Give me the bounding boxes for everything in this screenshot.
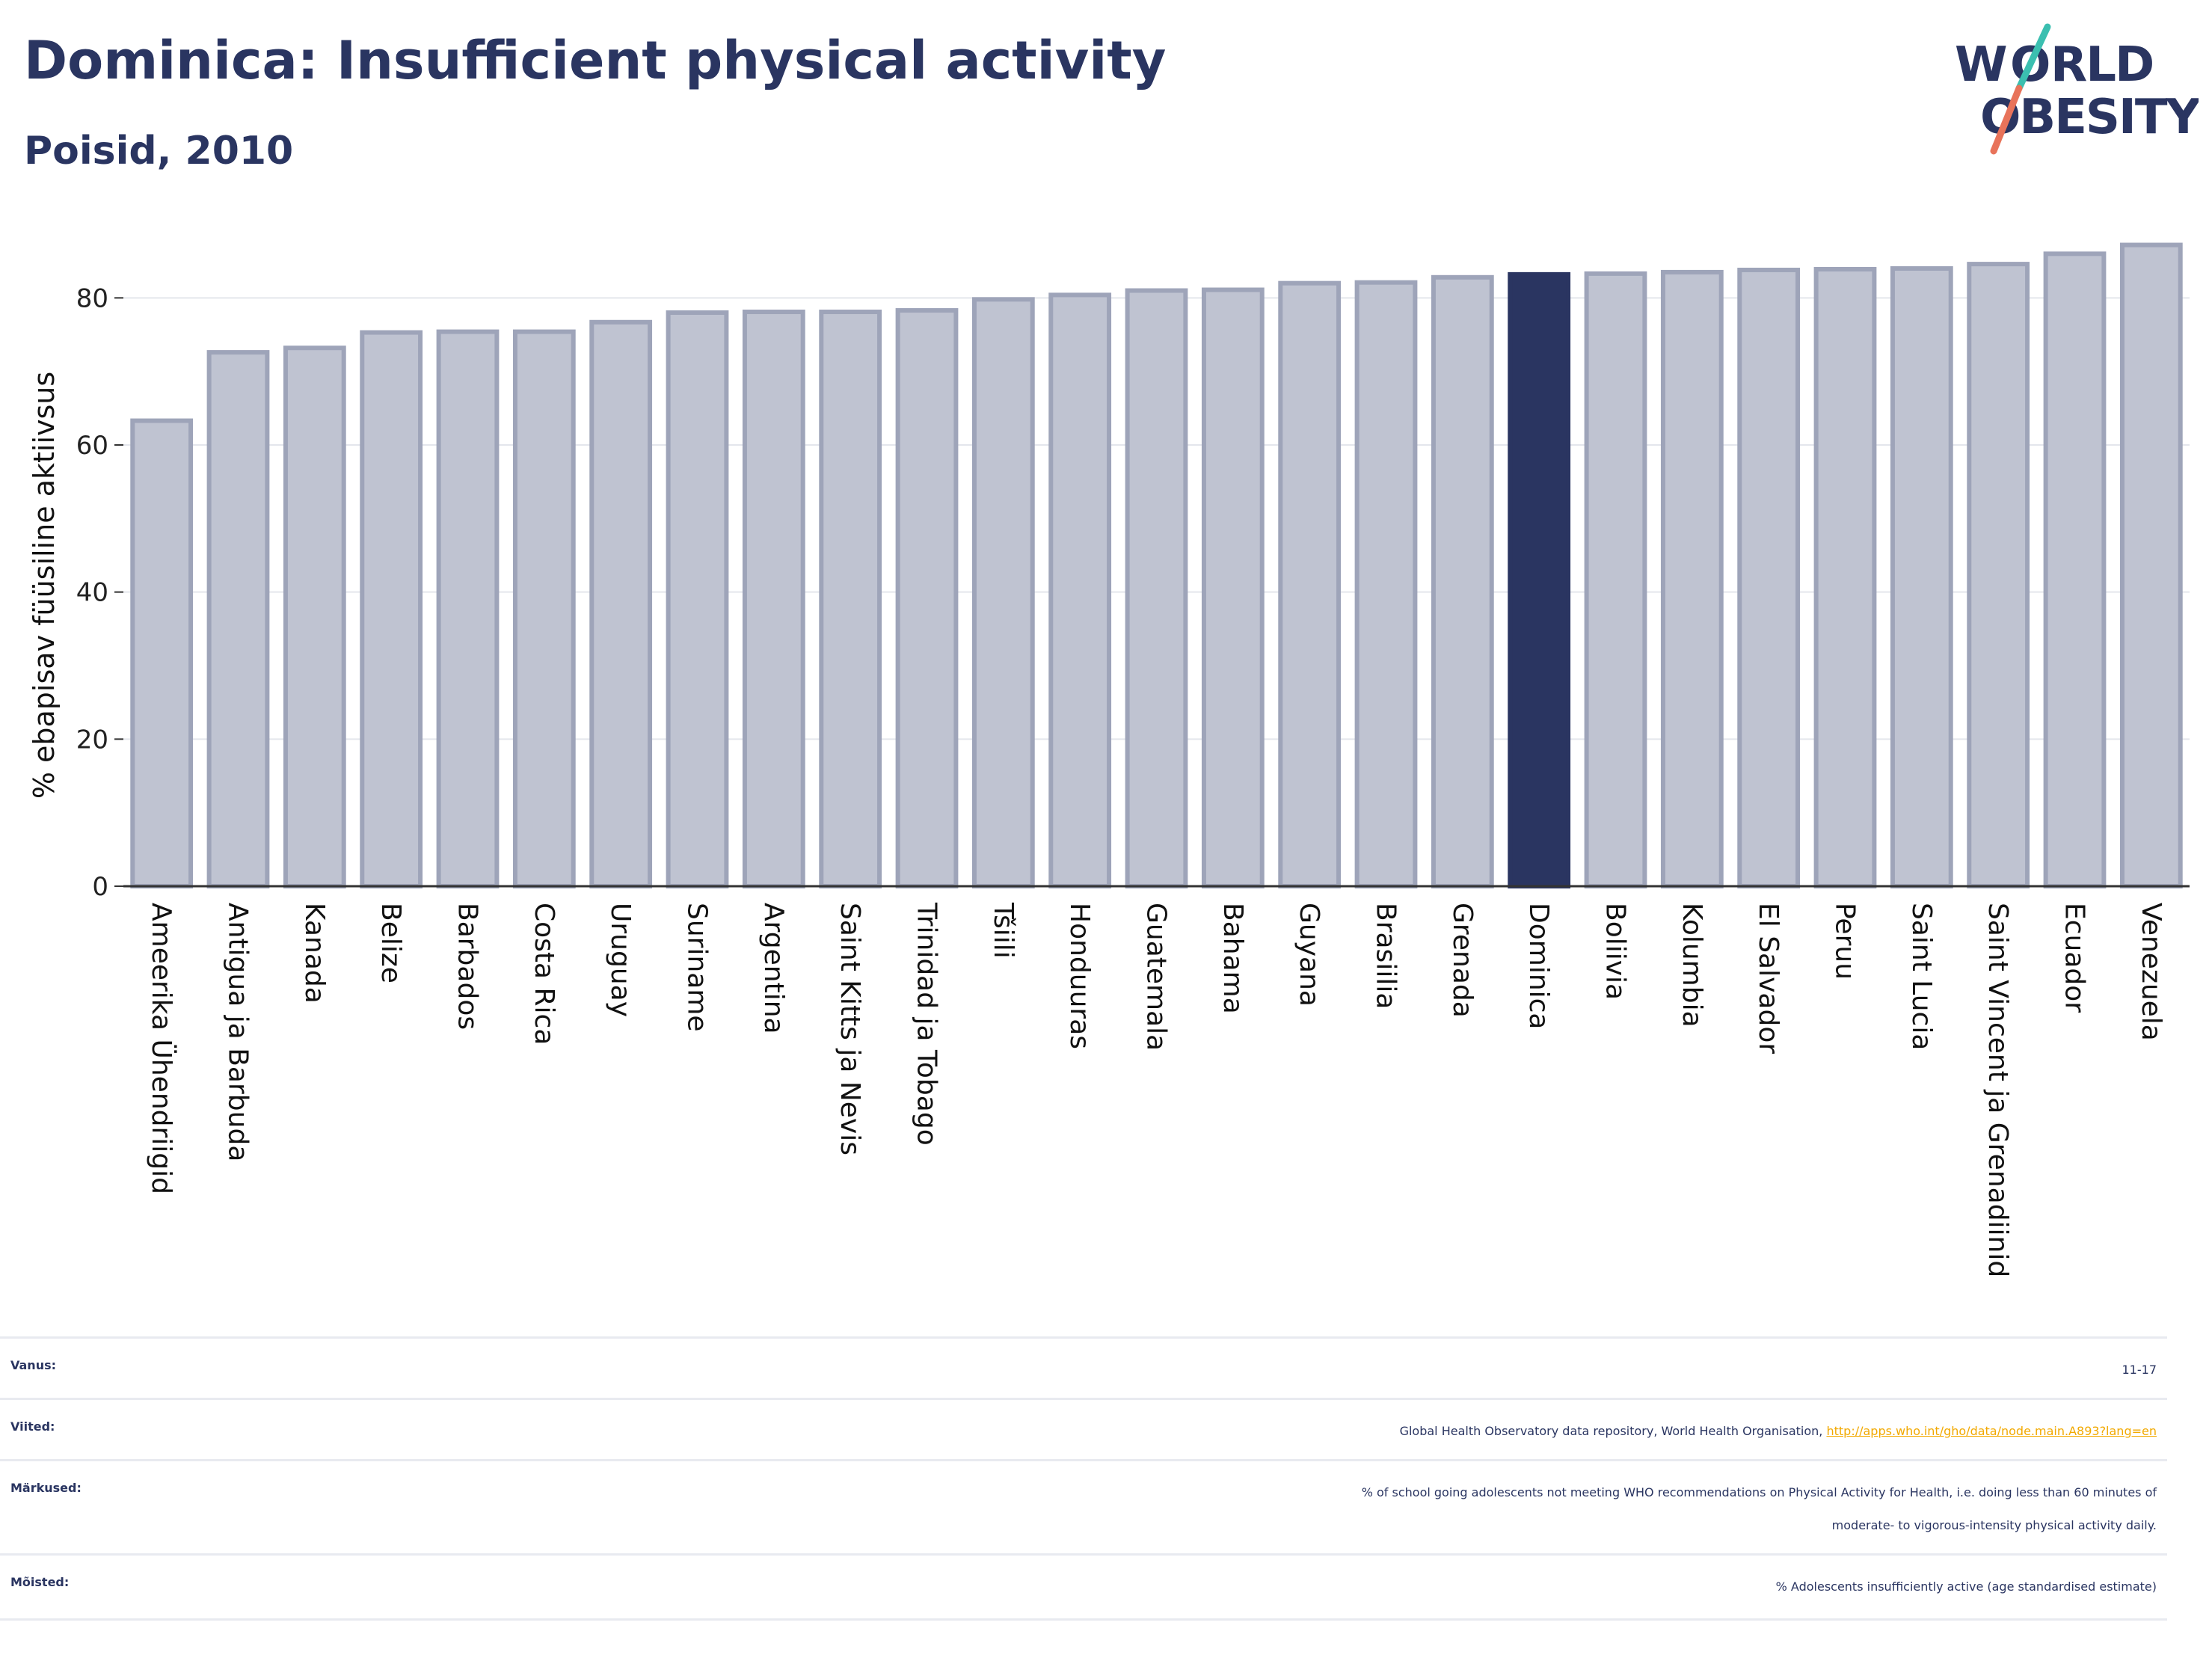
x-tick-label: Costa Rica bbox=[529, 903, 559, 1045]
page-subtitle: Poisid, 2010 bbox=[24, 129, 294, 174]
bar bbox=[1584, 271, 1647, 888]
bar bbox=[1125, 288, 1188, 888]
meta-label-references: Viited: bbox=[10, 1419, 55, 1434]
x-tick-label: Brasiilia bbox=[1371, 903, 1401, 1009]
x-tick-label: Tšiili bbox=[988, 902, 1019, 959]
meta-row-references: Viited: Global Health Observatory data r… bbox=[0, 1398, 2167, 1461]
x-tick-label: Honduuras bbox=[1064, 903, 1095, 1049]
bar bbox=[742, 310, 805, 888]
bar bbox=[819, 310, 882, 888]
x-tick-label: Barbados bbox=[452, 903, 483, 1030]
bar bbox=[283, 346, 346, 888]
reference-link[interactable]: http://apps.who.int/gho/data/node.main.A… bbox=[1826, 1424, 2157, 1438]
meta-row-notes: Märkused: % of school going adolescents … bbox=[0, 1459, 2167, 1556]
meta-label-age: Vanus: bbox=[10, 1358, 57, 1372]
x-tick-label: Venezuela bbox=[2136, 903, 2166, 1041]
x-tick-label: Kanada bbox=[299, 903, 330, 1004]
meta-value-references: Global Health Observatory data repositor… bbox=[1400, 1415, 2157, 1448]
meta-value-age: 11-17 bbox=[2122, 1363, 2157, 1377]
bar bbox=[1660, 269, 1724, 888]
meta-value-definitions: % Adolescents insufficiently active (age… bbox=[1775, 1579, 2157, 1594]
x-tick-label: Guatemala bbox=[1141, 903, 1172, 1051]
meta-row-age: Vanus: 11-17 bbox=[0, 1336, 2167, 1400]
bar bbox=[666, 310, 729, 888]
bar bbox=[971, 297, 1035, 888]
y-tick-label: 60 bbox=[76, 431, 108, 461]
x-tick-label: Dominica bbox=[1523, 903, 1554, 1030]
x-tick-label: Trinidad ja Tobago bbox=[912, 902, 942, 1146]
x-tick-label: Argentina bbox=[758, 903, 789, 1034]
meta-label-notes: Märkused: bbox=[10, 1481, 82, 1495]
bar-highlight bbox=[1508, 271, 1571, 889]
x-tick-label: Kolumbia bbox=[1677, 903, 1707, 1028]
meta-value-notes: % of school going adolescents not meetin… bbox=[1362, 1476, 2157, 1542]
bar bbox=[1813, 266, 1877, 888]
y-tick-label: 0 bbox=[92, 872, 108, 902]
x-tick-label: Ameerika Ühendriigid bbox=[146, 903, 177, 1194]
x-tick-label: Grenada bbox=[1447, 903, 1478, 1018]
bar bbox=[1354, 280, 1418, 888]
bar bbox=[1201, 287, 1265, 888]
x-tick-label: Belize bbox=[375, 903, 406, 983]
reference-text: Global Health Observatory data repositor… bbox=[1399, 1424, 1827, 1438]
x-tick-label: Suriname bbox=[682, 903, 713, 1032]
svg-text:W: W bbox=[1955, 37, 2006, 93]
x-tick-label: Boliivia bbox=[1600, 903, 1631, 1000]
notes-line-2: moderate- to vigorous-intensity physical… bbox=[1831, 1518, 2157, 1532]
x-tick-label: Bahama bbox=[1217, 903, 1248, 1014]
world-obesity-logo: W O RLD OBESITY bbox=[1955, 23, 2199, 155]
x-tick-label: Guyana bbox=[1294, 903, 1324, 1007]
bar bbox=[512, 329, 576, 889]
bar bbox=[2119, 242, 2183, 888]
bar bbox=[1048, 292, 1112, 888]
meta-row-definitions: Mõisted: % Adolescents insufficiently ac… bbox=[0, 1553, 2167, 1621]
y-tick-label: 80 bbox=[76, 283, 108, 313]
bar bbox=[1278, 280, 1342, 888]
bar bbox=[895, 308, 959, 888]
bar bbox=[589, 319, 653, 888]
meta-label-definitions: Mõisted: bbox=[10, 1575, 70, 1589]
x-tick-label: Saint Lucia bbox=[1906, 903, 1937, 1050]
bar bbox=[2043, 251, 2107, 889]
x-tick-label: Saint Vincent ja Grenadiinid bbox=[1982, 903, 2013, 1277]
svg-text:RLD: RLD bbox=[2050, 37, 2153, 93]
bar bbox=[130, 418, 194, 888]
bar bbox=[436, 329, 500, 889]
notes-line-1: % of school going adolescents not meetin… bbox=[1361, 1485, 2157, 1499]
bar bbox=[360, 330, 423, 888]
x-tick-label: Saint Kitts ja Nevis bbox=[835, 903, 865, 1155]
x-tick-label: El Salvador bbox=[1753, 903, 1784, 1054]
y-axis-label: % ebapisav füüsiline aktiivsus bbox=[28, 372, 61, 799]
x-tick-label: Ecuador bbox=[2059, 903, 2090, 1013]
bar bbox=[1890, 266, 1953, 888]
bar bbox=[1431, 274, 1494, 888]
y-tick-label: 20 bbox=[76, 725, 108, 755]
bar bbox=[206, 350, 270, 889]
bar bbox=[1967, 262, 2030, 889]
x-tick-label: Peruu bbox=[1830, 903, 1861, 980]
page-title: Dominica: Insufficient physical activity bbox=[24, 30, 1167, 91]
x-tick-label: Uruguay bbox=[605, 903, 636, 1017]
x-tick-label: Antigua ja Barbuda bbox=[223, 903, 254, 1161]
bar bbox=[1737, 267, 1801, 888]
bar-chart: 0 20 40 60 80 % ebapisav füüsiline aktiivsus A… bbox=[28, 242, 2190, 1277]
y-tick-label: 40 bbox=[76, 578, 108, 608]
